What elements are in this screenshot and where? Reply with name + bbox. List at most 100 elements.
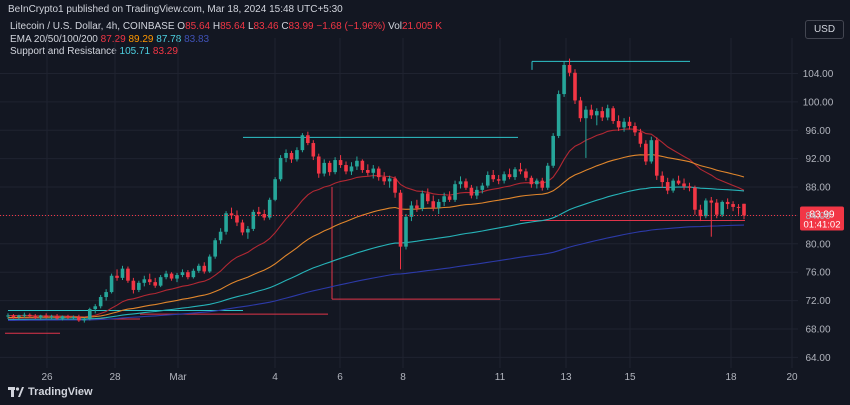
candle-body — [742, 203, 746, 216]
y-tick-label: 80.00 — [805, 239, 830, 250]
candle-body — [28, 314, 32, 317]
candle-body — [611, 108, 615, 122]
ema-row[interactable]: EMA 20/50/100/200 87.29 89.29 87.78 83.8… — [10, 34, 442, 47]
candle-body — [491, 174, 496, 180]
candle-body — [447, 196, 452, 200]
candle-body — [295, 150, 299, 160]
candle-body — [202, 265, 207, 272]
y-tick-label: 72.00 — [805, 296, 830, 307]
tradingview-brand: TradingView — [28, 386, 93, 398]
ema-lines — [7, 128, 745, 321]
candle-body — [131, 280, 136, 290]
candle-body — [207, 256, 212, 272]
candle-body — [49, 316, 54, 318]
candle-body — [322, 162, 327, 174]
high-label: H — [212, 21, 221, 32]
candle-body — [453, 184, 457, 200]
candle-body — [137, 282, 141, 290]
symbol-label: Litecoin / U.S. Dollar, 4h, COINBASE — [10, 21, 175, 32]
tradingview-footer[interactable]: TradingView — [8, 386, 93, 398]
volume-label: Vol — [388, 21, 402, 32]
candle-body — [355, 160, 359, 167]
candle-body — [158, 277, 163, 286]
candle-body — [513, 169, 517, 178]
candle-body — [169, 273, 174, 279]
candle-body — [442, 196, 446, 202]
symbol-row[interactable]: Litecoin / U.S. Dollar, 4h, COINBASE O85… — [10, 21, 442, 34]
candle-body — [584, 109, 588, 119]
sr-row[interactable]: Support and Resistance 105.71 83.29 — [10, 46, 442, 59]
price-tag-countdown: 01:41:02 — [804, 219, 841, 230]
candle-body — [665, 182, 670, 191]
candle-body — [420, 193, 425, 209]
chart-legend: Litecoin / U.S. Dollar, 4h, COINBASE O85… — [10, 21, 442, 59]
candle-body — [333, 160, 337, 173]
candle-body — [11, 315, 16, 317]
candle-body — [104, 292, 108, 298]
candle-body — [404, 216, 408, 247]
x-tick-label: 6 — [337, 372, 343, 383]
low-label: L — [247, 21, 254, 32]
candle-body — [633, 126, 637, 133]
candle-body — [126, 268, 130, 281]
candle-body — [77, 316, 81, 321]
candle-body — [349, 166, 354, 172]
chart-header: BeInCrypto1 published on TradingView.com… — [0, 0, 850, 22]
candle-body — [720, 201, 724, 215]
currency-button[interactable]: USD — [805, 20, 844, 39]
ema-label: EMA 20/50/100/200 — [10, 33, 98, 45]
ema200-line — [8, 224, 745, 321]
candle-body — [251, 211, 256, 229]
candle-body — [93, 306, 98, 310]
candle-body — [425, 193, 430, 202]
candle-body — [360, 160, 365, 170]
y-axis: 64.00 68.00 72.00 76.00 80.00 84.00 88.00 92.00… — [803, 69, 834, 364]
y-tick-label: 100.00 — [803, 97, 834, 108]
candle-body — [17, 315, 21, 317]
candle-body — [235, 215, 239, 223]
candle-body — [197, 265, 201, 271]
candle-body — [191, 270, 196, 278]
low-value: 83.46 — [253, 21, 279, 32]
candle-body — [714, 202, 719, 215]
candle-body — [300, 135, 305, 151]
candle-body — [622, 121, 626, 128]
high-value: 85.64 — [220, 21, 246, 32]
candle-body — [660, 175, 665, 183]
candle-body — [218, 231, 223, 241]
candle-body — [115, 275, 119, 278]
candle-body — [175, 275, 179, 279]
ema20-line — [7, 128, 745, 318]
candle-body — [589, 109, 594, 116]
candle-body — [567, 64, 572, 73]
x-tick-label: 26 — [41, 372, 53, 383]
y-tick-label: 76.00 — [805, 268, 830, 279]
candle-body — [578, 100, 583, 119]
y-tick-label: 88.00 — [805, 183, 830, 194]
candle-body — [44, 315, 48, 317]
candle-body — [398, 192, 403, 247]
candle-body — [605, 108, 610, 118]
candle-body — [240, 222, 245, 233]
candle-body — [33, 316, 38, 318]
candle-body — [186, 272, 190, 278]
candle-body — [98, 297, 103, 307]
candle-body — [327, 162, 332, 173]
grid-lines — [0, 38, 798, 368]
candle-body — [120, 268, 125, 278]
ema100-value: 87.78 — [156, 33, 182, 45]
candle-body — [344, 165, 348, 172]
ema200-value: 83.83 — [184, 33, 210, 45]
candle-body — [213, 240, 217, 257]
candle-body — [180, 272, 185, 276]
x-tick-label: 11 — [495, 372, 506, 383]
candle-body — [153, 282, 157, 286]
candle-body — [278, 157, 283, 180]
candle-body — [436, 201, 441, 208]
candle-body — [524, 171, 528, 178]
candle-body — [627, 121, 632, 126]
x-tick-label: 18 — [725, 372, 737, 383]
candle-body — [71, 316, 76, 318]
